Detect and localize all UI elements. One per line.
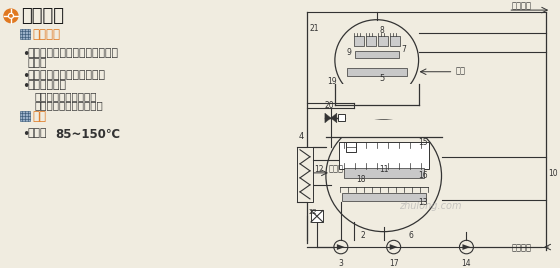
Text: 热源: 热源 [33, 110, 47, 122]
Text: •: • [22, 80, 29, 94]
Text: 85~150℃: 85~150℃ [55, 128, 120, 141]
Text: 2: 2 [361, 231, 366, 240]
Text: 12: 12 [314, 165, 324, 174]
Text: 11: 11 [379, 165, 389, 174]
Bar [311, 210, 323, 222]
Text: 冷却水进: 冷却水进 [511, 243, 531, 252]
Bar [354, 36, 364, 46]
Text: 13: 13 [418, 198, 428, 207]
Text: 热媒: 热媒 [455, 66, 465, 75]
Text: 18: 18 [356, 174, 365, 184]
Circle shape [10, 15, 12, 17]
Bar [297, 147, 313, 202]
Bar [338, 114, 345, 121]
Text: 5: 5 [379, 74, 384, 83]
Polygon shape [337, 244, 345, 250]
Text: 15: 15 [418, 138, 428, 147]
Text: 4: 4 [298, 132, 304, 141]
Bar [346, 142, 356, 152]
Text: 3: 3 [338, 259, 343, 268]
Circle shape [8, 13, 13, 18]
Text: 7: 7 [402, 44, 407, 54]
Text: 16: 16 [418, 171, 428, 180]
Bar [326, 120, 441, 137]
Bar [335, 84, 418, 105]
Text: 冷冻水: 冷冻水 [329, 164, 344, 173]
Circle shape [4, 9, 18, 23]
Bar [355, 51, 399, 58]
Bar [339, 142, 428, 169]
Text: 14: 14 [461, 259, 472, 268]
Text: •: • [22, 70, 29, 83]
Text: 热力压缩机：吸收器、溶液泵、: 热力压缩机：吸收器、溶液泵、 [28, 48, 119, 58]
Text: zhulong.com: zhulong.com [399, 202, 461, 211]
Text: 单效机组: 单效机组 [21, 7, 64, 25]
Bar [390, 36, 400, 46]
Polygon shape [463, 244, 470, 250]
Bar [342, 193, 426, 201]
Text: 冷凝器、节流装置、蒸发器: 冷凝器、节流装置、蒸发器 [28, 70, 106, 80]
Text: －蒸发器泵、吸收器泵: －蒸发器泵、吸收器泵 [35, 91, 97, 101]
Text: 17: 17 [389, 259, 399, 268]
Bar [347, 68, 407, 76]
Text: 8: 8 [379, 26, 384, 35]
Text: •: • [22, 128, 29, 141]
Polygon shape [325, 113, 331, 123]
Text: 强化传热措施: 强化传热措施 [28, 80, 67, 90]
Bar [20, 29, 30, 39]
Text: 22: 22 [309, 209, 318, 215]
Polygon shape [390, 244, 398, 250]
Text: 热水：: 热水： [28, 128, 48, 137]
Text: •: • [22, 48, 29, 61]
Text: 20: 20 [324, 101, 334, 110]
Text: 19: 19 [327, 77, 337, 86]
Text: 发生器: 发生器 [28, 58, 48, 68]
Text: 结构特点: 结构特点 [33, 28, 61, 41]
Text: 6: 6 [409, 231, 413, 240]
Bar [344, 168, 423, 178]
Polygon shape [331, 113, 337, 123]
Text: 9: 9 [347, 48, 351, 57]
Text: －热交换器、凝水回热器: －热交换器、凝水回热器 [35, 101, 104, 111]
Bar [20, 111, 30, 121]
Text: 21: 21 [310, 24, 319, 33]
Text: 冷却水出: 冷却水出 [511, 1, 531, 10]
Text: 10: 10 [548, 169, 558, 178]
Bar [378, 36, 388, 46]
Bar [366, 36, 376, 46]
